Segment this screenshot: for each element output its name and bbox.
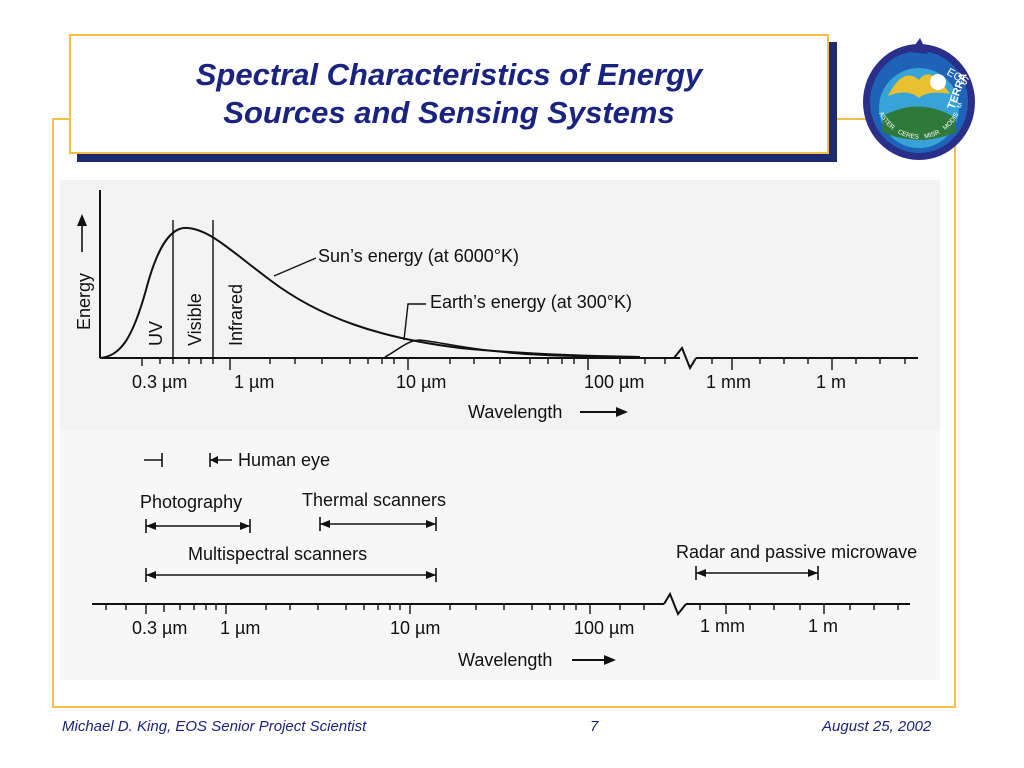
earth-label-pointer	[403, 303, 426, 341]
top-tick-0-3um: 0.3 µm	[132, 372, 187, 392]
bottom-tick-1mm: 1 mm	[700, 616, 745, 636]
bottom-axis-break	[663, 591, 687, 616]
sun-label-pointer	[273, 257, 317, 277]
band-label-uv: UV	[146, 321, 166, 346]
top-tick-1um: 1 µm	[234, 372, 274, 392]
bottom-wavelength-label: Wavelength	[458, 650, 552, 670]
top-panel: Energy UV Visible Infrared Sun’s energy …	[74, 190, 918, 422]
photography-label: Photography	[140, 492, 242, 512]
thermal-scanners-label: Thermal scanners	[302, 490, 446, 510]
top-wavelength-label: Wavelength	[468, 402, 562, 422]
footer-date: August 25, 2002	[822, 718, 932, 735]
top-tick-100um: 100 µm	[584, 372, 644, 392]
earth-energy-curve	[384, 339, 641, 358]
top-tick-1m: 1 m	[816, 372, 846, 392]
human-eye-label: Human eye	[238, 450, 330, 470]
slide-title-line-1: Spectral Characteristics of Energy	[195, 57, 703, 92]
bottom-tick-0-3um: 0.3 µm	[132, 618, 187, 638]
band-label-infrared: Infrared	[226, 284, 246, 346]
band-label-visible: Visible	[185, 293, 205, 346]
bottom-panel: Human eye Photography Thermal scanners M…	[92, 450, 917, 670]
logo-instrument-misr: MISR	[924, 129, 942, 141]
title-box: Spectral Characteristics of Energy Sourc…	[69, 34, 829, 154]
eos-terra-logo: EOS TERRA ASTER CERES MISR MODIS MOPITT	[858, 36, 975, 160]
radar-microwave-label: Radar and passive microwave	[676, 542, 917, 562]
bottom-tick-1um: 1 µm	[220, 618, 260, 638]
top-axis-break	[673, 346, 697, 371]
bottom-tick-10um: 10 µm	[390, 618, 440, 638]
top-tick-1mm: 1 mm	[706, 372, 751, 392]
energy-axis-label: Energy	[74, 273, 94, 330]
multispectral-scanners-label: Multispectral scanners	[188, 544, 367, 564]
footer-page-number: 7	[590, 718, 599, 735]
footer-author: Michael D. King, EOS Senior Project Scie…	[62, 718, 367, 735]
earth-energy-label: Earth’s energy (at 300°K)	[430, 292, 632, 312]
top-tick-10um: 10 µm	[396, 372, 446, 392]
spectral-figure: Energy UV Visible Infrared Sun’s energy …	[60, 180, 940, 680]
bottom-tick-1m: 1 m	[808, 616, 838, 636]
slide-title-line-2: Sources and Sensing Systems	[223, 95, 675, 130]
sun-energy-label: Sun’s energy (at 6000°K)	[318, 246, 519, 266]
bottom-tick-100um: 100 µm	[574, 618, 634, 638]
